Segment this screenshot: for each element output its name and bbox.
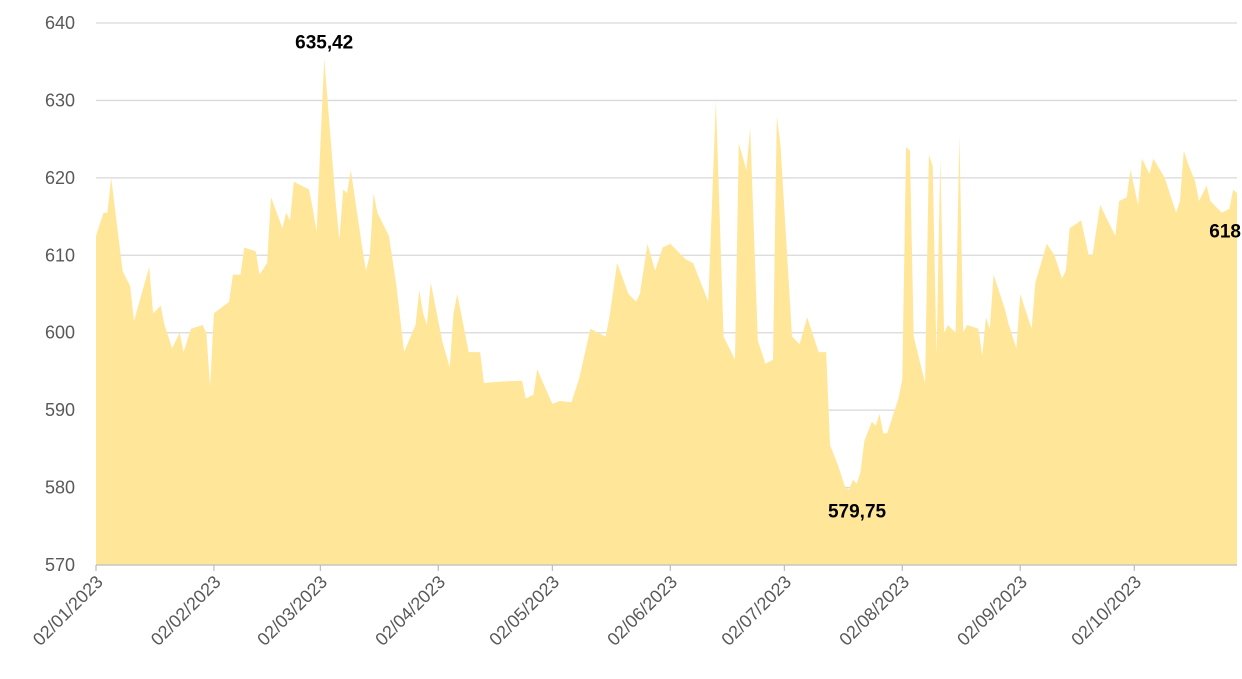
y-tick-label: 630	[45, 90, 75, 110]
y-tick-label: 640	[45, 13, 75, 33]
x-tick-label: 02/06/2023	[603, 572, 681, 650]
x-tick-label: 02/03/2023	[253, 572, 331, 650]
x-tick-label: 02/02/2023	[147, 572, 225, 650]
area	[96, 58, 1237, 565]
y-tick-label: 620	[45, 168, 75, 188]
x-tick-label: 02/10/2023	[1067, 572, 1145, 650]
x-tick-label: 02/01/2023	[29, 572, 107, 650]
y-tick-label: 580	[45, 478, 75, 498]
annotation: 618	[1209, 221, 1241, 242]
y-tick-label: 610	[45, 245, 75, 265]
x-tick-label: 02/05/2023	[485, 572, 563, 650]
x-tick-label: 02/07/2023	[717, 572, 795, 650]
y-tick-label: 570	[45, 555, 75, 575]
annotation: 635,42	[295, 32, 353, 53]
annotation: 579,75	[828, 502, 887, 523]
x-tick-label: 02/08/2023	[835, 572, 913, 650]
x-tick-label: 02/04/2023	[371, 572, 449, 650]
y-tick-label: 600	[45, 323, 75, 343]
y-tick-label: 590	[45, 400, 75, 420]
x-tick-label: 02/09/2023	[953, 572, 1031, 650]
